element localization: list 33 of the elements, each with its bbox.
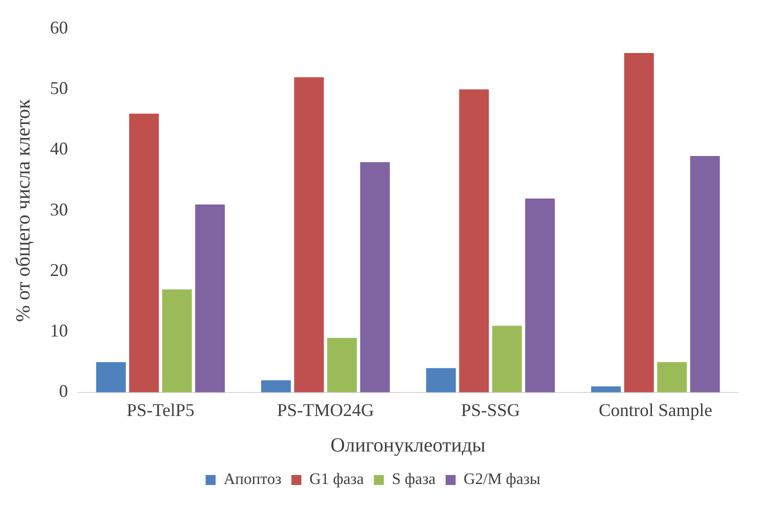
bar xyxy=(690,156,720,392)
y-tick-label: 40 xyxy=(50,138,68,159)
bar xyxy=(96,362,126,392)
y-tick-label: 0 xyxy=(59,381,68,402)
y-tick-label: 30 xyxy=(50,199,68,220)
bar xyxy=(492,326,522,392)
bar xyxy=(525,198,555,392)
x-tick-label: PS-TelP5 xyxy=(126,400,194,420)
bar xyxy=(426,368,456,392)
bar xyxy=(294,77,324,392)
x-tick-label: PS-SSG xyxy=(460,400,520,420)
bar xyxy=(162,289,192,392)
x-tick-label: Control Sample xyxy=(598,400,712,420)
y-tick-label: 60 xyxy=(50,18,68,38)
bar xyxy=(657,362,687,392)
y-tick-label: 50 xyxy=(50,78,68,98)
bar xyxy=(327,338,357,392)
y-tick-label: 10 xyxy=(50,320,68,341)
bar xyxy=(360,162,390,392)
bar xyxy=(459,89,489,392)
y-tick-label: 20 xyxy=(50,260,68,280)
bar xyxy=(624,53,654,392)
legend-label: G1 фаза xyxy=(309,471,364,488)
bar xyxy=(129,114,159,392)
x-tick-label: PS-TMO24G xyxy=(276,400,374,420)
y-axis-title: % от общего числа клеток xyxy=(12,99,34,322)
bar xyxy=(195,204,225,392)
x-axis-title: Олигонуклеотиды xyxy=(330,434,486,456)
bar xyxy=(261,380,291,392)
legend-label: Апоптоз xyxy=(224,471,282,488)
legend-label: G2/M фазы xyxy=(464,471,541,488)
bar xyxy=(591,386,621,392)
legend-label: S фаза xyxy=(392,471,436,488)
